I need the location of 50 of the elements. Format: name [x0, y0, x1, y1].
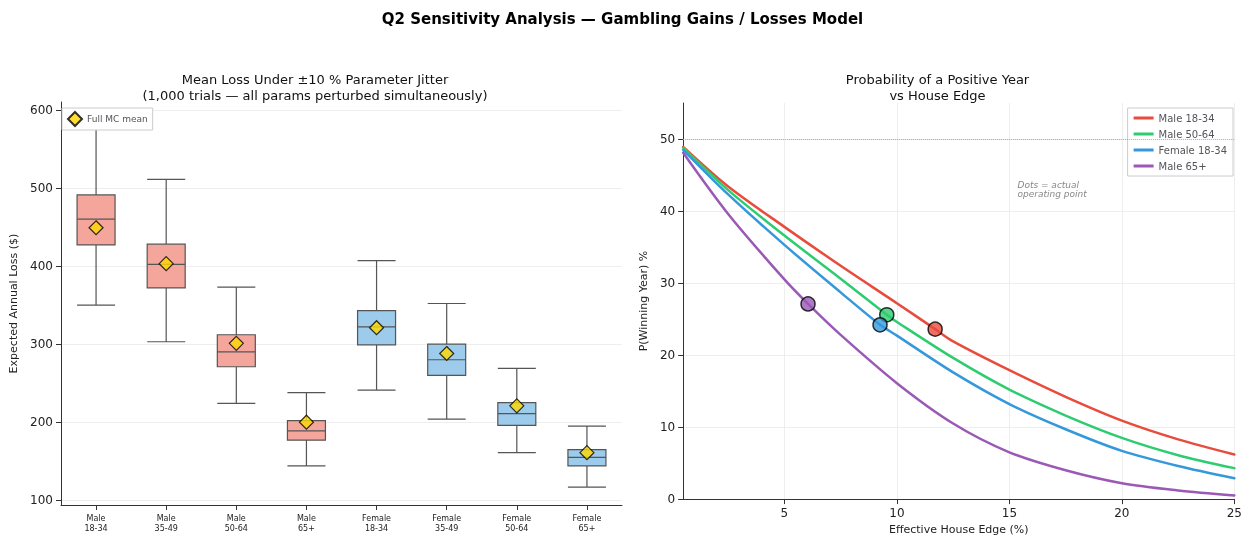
x-axis-title: Effective House Edge (%) [888, 523, 1029, 536]
y-tick-label: 300 [30, 337, 53, 352]
x-tick-label: 25 [1226, 506, 1243, 521]
x-tick-label: Female 35-49 [432, 513, 462, 533]
point [228, 335, 244, 351]
y-tick-label: 0 [667, 492, 676, 507]
text: Q2 Sensitivity Analysis — Gambling Gains / Losses Model [380, 10, 865, 28]
y-axis-title: P(Winning Year) % [637, 250, 650, 352]
point [298, 414, 315, 430]
x-tick-label: Male 18-34 [84, 513, 108, 533]
chart-title: Probability of a Positive Year [845, 72, 1030, 87]
y-tick-label: 200 [30, 415, 53, 430]
y-tick-label: 40 [659, 204, 676, 219]
point [800, 296, 816, 312]
legend-label: Male 50-64 [1158, 128, 1215, 140]
point [927, 321, 943, 337]
y-tick-label: 20 [659, 348, 676, 363]
y-tick-label: 50 [659, 132, 676, 147]
x-tick-label: Female 65+ [572, 513, 602, 533]
x-tick-label: 20 [1114, 506, 1130, 521]
point [509, 398, 525, 414]
y-tick-label: 10 [659, 420, 676, 435]
legend-label: Male 65+ [1158, 160, 1207, 172]
x-tick-label: Male 65+ [296, 513, 316, 533]
chart-title: Mean Loss Under ±10 % Parameter Jitter [181, 72, 449, 87]
legend-label: Female 18-34 [1158, 144, 1228, 156]
y-tick-label: 30 [659, 276, 676, 291]
x-tick-label: Male 50-64 [224, 513, 248, 533]
point [579, 445, 595, 461]
x-tick-label: 5 [780, 506, 789, 521]
point [158, 256, 174, 272]
point [872, 317, 888, 333]
point [439, 345, 455, 362]
legend-label: Male 18-34 [1158, 112, 1215, 124]
annotation: Dots = actual operating point [1017, 179, 1088, 199]
legend-label: Full MC mean [87, 114, 148, 124]
y-tick-label: 100 [30, 493, 53, 508]
x-tick-label: Female 18-34 [362, 513, 392, 533]
x-tick-label: Female 50-64 [502, 513, 532, 533]
y-tick-label: 500 [30, 180, 53, 195]
chart-subtitle: vs House Edge [889, 88, 986, 103]
point [88, 220, 104, 236]
y-tick-label: 600 [30, 102, 53, 117]
x-tick-label: 10 [889, 506, 905, 521]
x-tick-label: 15 [1001, 506, 1018, 521]
y-tick-label: 400 [30, 259, 53, 274]
point [368, 320, 385, 336]
y-axis-title: Expected Annual Loss ($) [7, 233, 20, 374]
chart-subtitle: (1,000 trials — all params perturbed simultaneously) [142, 88, 488, 103]
x-tick-label: Male 35-49 [154, 513, 178, 533]
